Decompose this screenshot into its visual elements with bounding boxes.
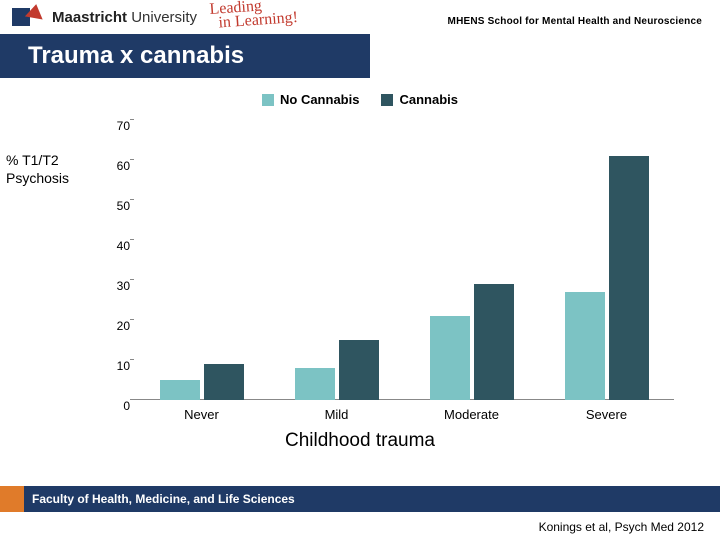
footer-band: Faculty of Health, Medicine, and Life Sc…: [0, 486, 720, 512]
y-tick-mark: [130, 279, 134, 280]
legend-item-cannabis: Cannabis: [381, 92, 458, 107]
slogan: Leading in Learning!: [209, 0, 298, 32]
bar-group: Severe: [539, 120, 674, 400]
y-tick-label: 40: [104, 239, 130, 253]
mhens-label: MHENS School for Mental Health and Neuro…: [448, 16, 702, 27]
y-tick-label: 20: [104, 319, 130, 333]
y-axis-label-line1: % T1/T2: [6, 152, 59, 168]
bar-no-cannabis: [565, 292, 605, 400]
y-tick-mark: [130, 319, 134, 320]
legend-swatch-cannabis: [381, 94, 393, 106]
y-tick-label: 10: [104, 359, 130, 373]
header: Maastricht University Leading in Learnin…: [0, 0, 720, 80]
bar-no-cannabis: [160, 380, 200, 400]
title-band: Trauma x cannabis: [0, 34, 370, 78]
chart: No Cannabis Cannabis % T1/T2 Psychosis N…: [0, 88, 720, 458]
x-category-label: Never: [134, 407, 269, 422]
plot-area: NeverMildModerateSevere 010203040506070: [134, 120, 674, 400]
bar-cannabis: [474, 284, 514, 400]
y-tick-mark: [130, 239, 134, 240]
y-tick-label: 30: [104, 279, 130, 293]
citation: Konings et al, Psych Med 2012: [539, 520, 704, 534]
y-tick-mark: [130, 359, 134, 360]
bar-cannabis: [609, 156, 649, 400]
y-axis-label-line2: Psychosis: [6, 170, 69, 186]
legend: No Cannabis Cannabis: [0, 92, 720, 107]
y-tick-label: 0: [104, 399, 130, 413]
bar-cannabis: [339, 340, 379, 400]
bar-groups: NeverMildModerateSevere: [134, 120, 674, 400]
y-tick-label: 70: [104, 119, 130, 133]
page-title: Trauma x cannabis: [28, 42, 244, 70]
footer-accent: [0, 486, 24, 512]
faculty-label: Faculty of Health, Medicine, and Life Sc…: [32, 492, 295, 506]
x-category-label: Mild: [269, 407, 404, 422]
logo-mark-icon: [12, 4, 46, 30]
y-tick-mark: [130, 399, 134, 400]
university-logo: Maastricht University: [12, 4, 197, 30]
legend-swatch-no-cannabis: [262, 94, 274, 106]
y-tick-mark: [130, 199, 134, 200]
legend-label-cannabis: Cannabis: [399, 92, 458, 107]
y-tick-mark: [130, 159, 134, 160]
bar-group: Mild: [269, 120, 404, 400]
y-tick-label: 60: [104, 159, 130, 173]
bar-cannabis: [204, 364, 244, 400]
y-tick-label: 50: [104, 199, 130, 213]
y-tick-mark: [130, 119, 134, 120]
bar-group: Never: [134, 120, 269, 400]
bar-no-cannabis: [430, 316, 470, 400]
y-axis-label: % T1/T2 Psychosis: [6, 152, 106, 187]
bar-no-cannabis: [295, 368, 335, 400]
x-category-label: Moderate: [404, 407, 539, 422]
bar-group: Moderate: [404, 120, 539, 400]
x-category-label: Severe: [539, 407, 674, 422]
legend-item-no-cannabis: No Cannabis: [262, 92, 359, 107]
legend-label-no-cannabis: No Cannabis: [280, 92, 359, 107]
x-axis-label: Childhood trauma: [0, 430, 720, 452]
university-name: Maastricht University: [52, 9, 197, 26]
